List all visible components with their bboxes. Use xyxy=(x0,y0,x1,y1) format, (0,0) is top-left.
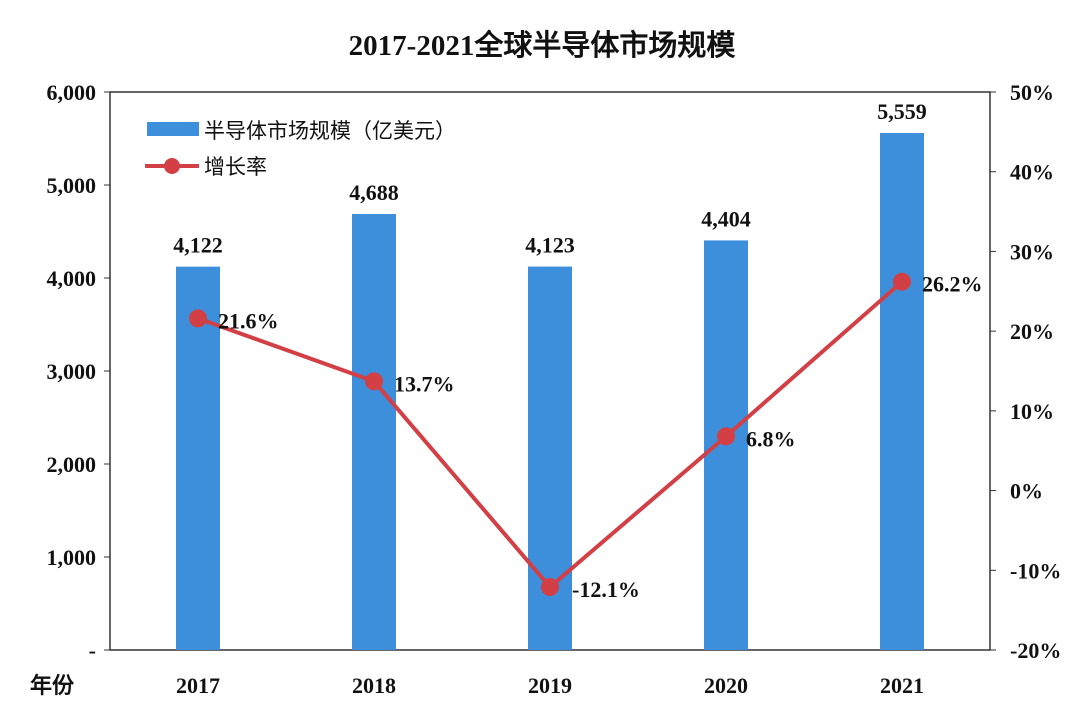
bar-data-label: 4,688 xyxy=(349,180,399,205)
y-left-tick-label: 5,000 xyxy=(47,173,97,198)
y-right-tick-label: 40% xyxy=(1010,160,1054,185)
growth-point xyxy=(541,578,559,597)
y-left-tick-label: 3,000 xyxy=(47,359,97,384)
bar xyxy=(352,214,396,651)
bar-data-label: 4,122 xyxy=(173,233,223,258)
x-tick-label: 2021 xyxy=(880,673,924,698)
y-right-tick-label: 30% xyxy=(1010,239,1054,264)
y-right-tick-label: -10% xyxy=(1010,558,1061,583)
bar-data-label: 4,404 xyxy=(701,206,751,231)
bar-data-label: 5,559 xyxy=(877,99,927,124)
growth-point xyxy=(717,427,735,446)
growth-data-label: -12.1% xyxy=(572,577,640,602)
legend-line-marker xyxy=(164,158,180,174)
growth-point xyxy=(189,309,207,328)
y-right-tick-label: 50% xyxy=(1010,80,1054,105)
x-tick-label: 2018 xyxy=(352,673,396,698)
growth-data-label: 6.8% xyxy=(746,426,796,451)
y-left-tick-label: - xyxy=(89,638,96,663)
chart-title: 2017-2021全球半导体市场规模 xyxy=(349,28,737,62)
y-left-tick-label: 4,000 xyxy=(47,266,97,291)
x-tick-label: 2019 xyxy=(528,673,572,698)
legend-bar-label: 半导体市场规模（亿美元） xyxy=(204,119,456,143)
x-tick-label: 2017 xyxy=(176,673,220,698)
y-left-tick-label: 6,000 xyxy=(47,80,97,105)
growth-data-label: 26.2% xyxy=(922,272,983,297)
growth-data-label: 13.7% xyxy=(394,371,455,396)
x-axis-label: 年份 xyxy=(30,673,75,698)
y-left-tick-label: 1,000 xyxy=(47,545,97,570)
y-left-tick-label: 2,000 xyxy=(47,452,97,477)
growth-data-label: 21.6% xyxy=(218,308,279,333)
bar-data-label: 4,123 xyxy=(525,233,575,258)
x-tick-label: 2020 xyxy=(704,673,748,698)
legend-line-label: 增长率 xyxy=(204,155,267,179)
growth-point xyxy=(365,372,383,391)
legend: 半导体市场规模（亿美元） 增长率 xyxy=(145,119,456,179)
y-right-tick-label: -20% xyxy=(1010,638,1061,663)
legend-bar-swatch xyxy=(147,122,199,136)
growth-point xyxy=(893,272,911,291)
bar xyxy=(176,266,220,650)
bar xyxy=(880,133,924,650)
y-right-tick-label: 20% xyxy=(1010,319,1054,344)
y-right-tick-label: 0% xyxy=(1010,479,1043,504)
y-right-tick-label: 10% xyxy=(1010,399,1054,424)
